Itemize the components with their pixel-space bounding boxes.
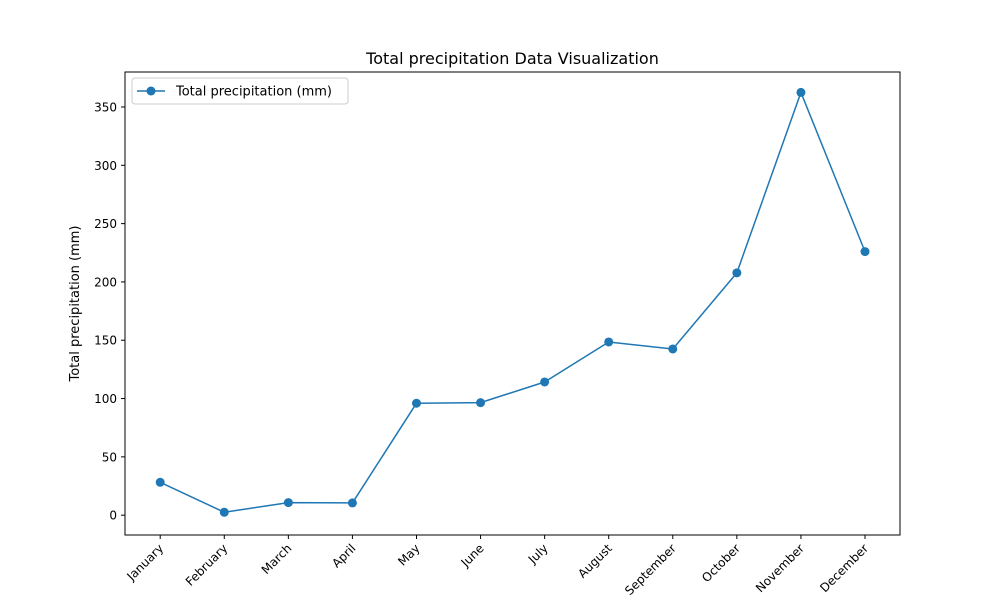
x-tick-label: May: [395, 541, 422, 568]
plot-frame: [124, 71, 901, 536]
y-tick-label: 300: [94, 159, 117, 173]
legend: Total precipitation (mm): [131, 77, 349, 105]
data-point: [668, 344, 678, 354]
data-point: [604, 337, 614, 347]
data-point: [347, 498, 357, 508]
x-tick-label: October: [699, 541, 743, 585]
series-group: [155, 87, 870, 517]
y-tick-label: 50: [102, 450, 117, 464]
data-point: [155, 477, 165, 487]
x-tick-label: December: [817, 541, 871, 595]
legend-point-marker: [146, 86, 156, 96]
data-point: [411, 398, 421, 408]
x-tick-label: March: [259, 541, 295, 577]
legend-label: Total precipitation (mm): [175, 85, 332, 100]
x-tick-label: April: [329, 541, 358, 570]
x-tick-label: June: [458, 541, 487, 570]
series-line: [159, 91, 866, 514]
data-point: [860, 247, 870, 257]
data-point: [796, 87, 806, 97]
y-tick-label: 200: [94, 275, 117, 289]
x-tick-label: September: [622, 541, 679, 598]
legend-box: [131, 77, 349, 105]
x-axis-ticks: January February March April May June July Augu…: [124, 535, 871, 598]
y-tick-label: 100: [94, 392, 117, 406]
data-point: [283, 498, 293, 508]
data-point: [732, 268, 742, 278]
x-tick-label: July: [525, 541, 551, 567]
x-tick-label: August: [575, 541, 615, 581]
chart-title: Total precipitation Data Visualization: [365, 49, 659, 68]
y-axis-label: Total precipitation (mm): [68, 226, 83, 383]
y-tick-label: 350: [94, 100, 117, 114]
x-tick-label: November: [753, 541, 807, 595]
data-point: [219, 507, 229, 517]
y-axis-ticks: 0 50 100 150 200 250 300 350: [94, 100, 125, 523]
y-tick-label: 150: [94, 334, 117, 348]
x-tick-label: January: [124, 541, 167, 584]
y-tick-label: 250: [94, 217, 117, 231]
y-tick-label: 0: [109, 509, 117, 523]
data-point: [540, 377, 550, 387]
x-tick-label: February: [183, 541, 231, 589]
data-point: [476, 398, 486, 408]
